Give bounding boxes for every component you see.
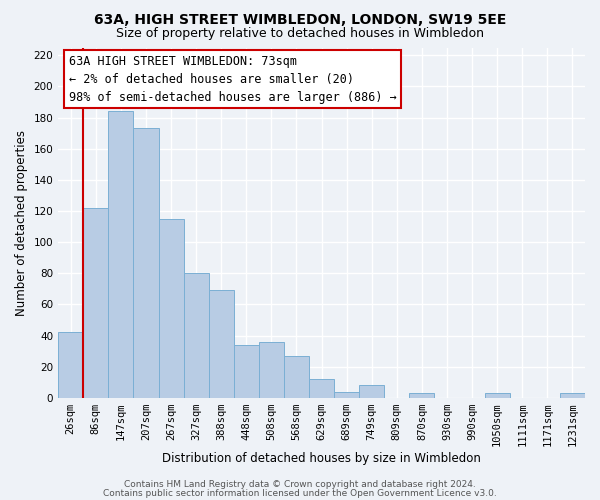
Bar <box>109 112 133 398</box>
X-axis label: Distribution of detached houses by size in Wimbledon: Distribution of detached houses by size … <box>162 452 481 465</box>
Bar <box>234 345 259 398</box>
Bar <box>334 392 359 398</box>
Bar <box>209 290 234 398</box>
Y-axis label: Number of detached properties: Number of detached properties <box>15 130 28 316</box>
Bar <box>560 393 585 398</box>
Text: Size of property relative to detached houses in Wimbledon: Size of property relative to detached ho… <box>116 28 484 40</box>
Text: 63A, HIGH STREET WIMBLEDON, LONDON, SW19 5EE: 63A, HIGH STREET WIMBLEDON, LONDON, SW19… <box>94 12 506 26</box>
Bar <box>259 342 284 398</box>
Bar <box>58 332 83 398</box>
Bar <box>309 379 334 398</box>
Text: Contains public sector information licensed under the Open Government Licence v3: Contains public sector information licen… <box>103 488 497 498</box>
Bar <box>359 386 385 398</box>
Bar <box>83 208 109 398</box>
Bar <box>158 219 184 398</box>
Bar <box>485 393 510 398</box>
Text: 63A HIGH STREET WIMBLEDON: 73sqm
← 2% of detached houses are smaller (20)
98% of: 63A HIGH STREET WIMBLEDON: 73sqm ← 2% of… <box>69 54 397 104</box>
Bar <box>284 356 309 398</box>
Bar <box>409 393 434 398</box>
Bar <box>133 128 158 398</box>
Text: Contains HM Land Registry data © Crown copyright and database right 2024.: Contains HM Land Registry data © Crown c… <box>124 480 476 489</box>
Bar <box>184 274 209 398</box>
